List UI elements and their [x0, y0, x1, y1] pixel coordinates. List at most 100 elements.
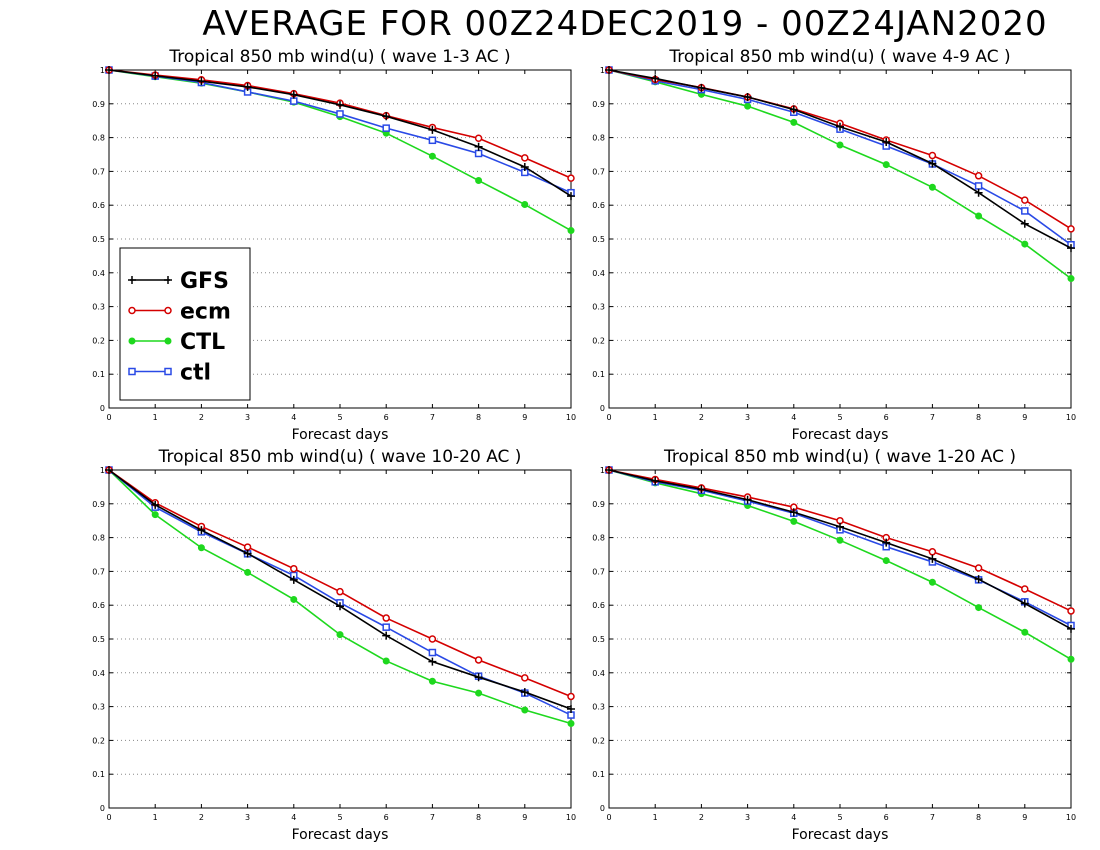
x-tick-label: 2: [699, 813, 704, 822]
data-point-ecm: [290, 564, 298, 573]
y-tick-label: 0.9: [92, 100, 105, 109]
data-point-GFS: [974, 575, 983, 584]
x-tick-label: 9: [522, 813, 527, 822]
legend-item-CTL: CTL: [128, 330, 225, 355]
x-tick-label: 6: [384, 813, 389, 822]
data-point-GFS: [605, 66, 613, 74]
x-axis-label: Forecast days: [792, 827, 889, 843]
data-point-GFS: [1067, 244, 1075, 253]
chart-panel-1: Tropical 850 mb wind(u) ( wave 1-3 AC ) 0…: [92, 47, 576, 443]
data-point-ctl: [974, 182, 983, 190]
y-tick-label: 0.4: [592, 269, 605, 278]
x-tick-label: 9: [1022, 813, 1027, 822]
data-point-GFS: [105, 466, 113, 474]
data-point-ecm: [521, 674, 529, 682]
data-point-CTL: [382, 657, 390, 665]
x-tick-label: 3: [245, 813, 250, 822]
data-point-ecm: [243, 543, 252, 551]
data-point-ecm: [1067, 225, 1075, 233]
x-tick-label: 5: [337, 413, 342, 422]
legend-marker: [164, 367, 172, 376]
legend-item-GFS: GFS: [128, 269, 229, 294]
data-point-GFS: [836, 522, 844, 531]
data-point-ecm: [336, 587, 344, 596]
y-tick-label: 0.8: [592, 134, 605, 143]
data-point-GFS: [105, 66, 113, 74]
y-tick-label: 0.3: [92, 703, 105, 712]
legend-marker: [164, 306, 172, 315]
data-point-GFS: [428, 125, 437, 134]
x-tick-label: 3: [245, 413, 250, 422]
y-tick-label: 0.7: [592, 167, 605, 176]
y-tick-label: 1: [600, 66, 605, 75]
y-tick-label: 1: [100, 66, 105, 75]
y-tick-label: 0.7: [92, 167, 105, 176]
y-tick-label: 0: [100, 804, 105, 813]
x-tick-label: 5: [337, 813, 342, 822]
data-point-CTL: [1021, 628, 1029, 636]
y-tick-label: 0.4: [92, 669, 105, 678]
data-point-ctl: [428, 136, 437, 145]
x-tick-label: 7: [930, 413, 935, 422]
x-tick-label: 10: [566, 413, 576, 422]
chart-panel-4: Tropical 850 mb wind(u) ( wave 1-20 AC )…: [592, 447, 1076, 843]
y-tick-label: 0.1: [592, 370, 605, 379]
y-tick-label: 0.5: [92, 235, 105, 244]
series-line-CTL: [108, 69, 572, 232]
x-tick-label: 10: [566, 813, 576, 822]
legend-label: ctl: [180, 361, 211, 386]
data-point-GFS: [151, 500, 160, 509]
x-tick-label: 2: [699, 413, 704, 422]
y-tick-label: 0.9: [592, 100, 605, 109]
data-point-ctl: [382, 623, 390, 631]
data-point-GFS: [567, 704, 575, 713]
legend-item-ecm: ecm: [128, 300, 231, 325]
legend-marker: [164, 337, 172, 345]
y-tick-label: 0.5: [592, 235, 605, 244]
data-point-GFS: [743, 495, 752, 504]
legend-label: ecm: [180, 300, 231, 325]
data-point-CTL: [428, 152, 436, 160]
data-point-ecm: [1021, 196, 1029, 204]
y-tick-label: 1: [100, 466, 105, 475]
data-point-CTL: [882, 161, 890, 169]
data-point-CTL: [882, 557, 890, 565]
panel-title: Tropical 850 mb wind(u) ( wave 1-3 AC ): [168, 47, 510, 67]
data-point-CTL: [197, 544, 205, 552]
data-point-GFS: [605, 466, 613, 474]
data-point-GFS: [789, 105, 798, 114]
data-point-GFS: [697, 83, 706, 92]
data-point-GFS: [474, 142, 483, 151]
panel-title: Tropical 850 mb wind(u) ( wave 1-20 AC ): [663, 447, 1016, 467]
y-tick-label: 0.4: [592, 669, 605, 678]
y-tick-label: 0.1: [92, 770, 105, 779]
data-point-ecm: [474, 656, 483, 664]
data-point-CTL: [475, 689, 483, 697]
data-point-ctl: [336, 110, 344, 118]
y-tick-label: 0.8: [592, 534, 605, 543]
x-axis-label: Forecast days: [292, 427, 389, 443]
data-point-GFS: [928, 159, 937, 168]
data-point-GFS: [1020, 219, 1029, 228]
y-tick-label: 0.2: [592, 736, 605, 745]
legend-marker: [128, 337, 136, 345]
data-point-ctl: [428, 648, 437, 657]
data-point-GFS: [520, 163, 529, 172]
data-point-ecm: [928, 548, 937, 556]
x-tick-label: 1: [653, 813, 658, 822]
panel-title: Tropical 850 mb wind(u) ( wave 4-9 AC ): [668, 47, 1010, 67]
x-tick-label: 5: [837, 413, 842, 422]
y-tick-label: 0.1: [592, 770, 605, 779]
data-point-GFS: [836, 122, 844, 131]
data-point-GFS: [1067, 624, 1075, 633]
data-point-CTL: [567, 227, 575, 235]
data-point-GFS: [243, 82, 252, 91]
data-point-ecm: [567, 174, 575, 182]
data-point-CTL: [1067, 655, 1075, 663]
x-tick-label: 8: [976, 813, 981, 822]
y-tick-label: 0.7: [592, 567, 605, 576]
data-point-ecm: [974, 172, 983, 180]
data-point-GFS: [974, 188, 983, 197]
legend-item-ctl: ctl: [128, 361, 211, 386]
